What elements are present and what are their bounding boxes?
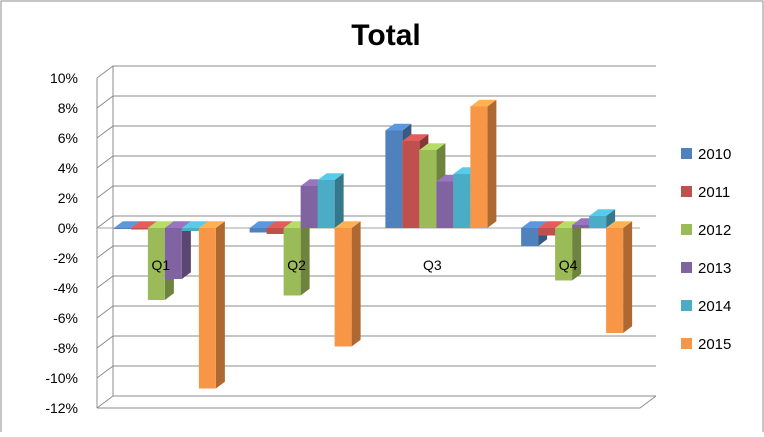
category-label-Q1: Q1 [152, 257, 171, 273]
legend-swatch [681, 186, 692, 197]
bar-2012-Q2 [283, 221, 310, 296]
legend-label: 2010 [698, 146, 731, 163]
chart-title: Total [351, 19, 420, 52]
category-labels: Q1 Q2 Q3 Q4 [152, 257, 578, 273]
bar-2015-Q4 [606, 221, 633, 333]
category-label-Q2: Q2 [287, 257, 306, 273]
gridlines [96, 65, 657, 409]
bar-2015-Q2 [334, 221, 361, 347]
legend-swatch [681, 300, 692, 311]
bar-2014-Q4 [589, 209, 616, 228]
legend-label: 2015 [698, 336, 731, 353]
legend-item-2012: 2012 [681, 222, 731, 239]
y-tick-label: -2% [53, 250, 78, 266]
bar-2012-Q4 [555, 221, 582, 281]
legend-label: 2011 [698, 184, 730, 201]
legend: 2010 2011 2012 2013 2014 2015 [681, 146, 731, 353]
bar-2015-Q1 [198, 221, 225, 389]
category-label-Q3: Q3 [423, 257, 442, 273]
legend-label: 2014 [698, 298, 731, 315]
y-tick-label: 4% [58, 160, 78, 176]
y-tick-label: 6% [58, 130, 78, 146]
legend-item-2015: 2015 [681, 336, 731, 353]
legend-swatch [681, 148, 692, 159]
legend-swatch [681, 262, 692, 273]
y-tick-label: -8% [53, 340, 78, 356]
floor-right-edge [639, 395, 657, 409]
legend-swatch [681, 224, 692, 235]
legend-item-2011: 2011 [681, 184, 730, 201]
legend-item-2013: 2013 [681, 260, 731, 277]
legend-item-2014: 2014 [681, 298, 731, 315]
y-axis-ticks: 10% 8% 6% 4% 2% 0% -2% -4% -6% -8% -10% -12% [45, 70, 78, 416]
legend-label: 2012 [698, 222, 731, 239]
y-tick-label: 8% [58, 100, 78, 116]
bars [113, 99, 633, 389]
bar-2015-Q3 [470, 99, 497, 228]
y-tick-label: -4% [53, 280, 78, 296]
bar-2013-Q1 [164, 221, 191, 279]
y-tick-label: 2% [58, 190, 78, 206]
y-tick-label: -10% [45, 370, 78, 386]
y-tick-label: -6% [53, 310, 78, 326]
legend-label: 2013 [698, 260, 731, 277]
y-tick-label: 10% [50, 70, 78, 86]
y-tick-label: 0% [58, 220, 78, 236]
legend-swatch [681, 338, 692, 349]
y-tick-label: -12% [45, 400, 78, 416]
bar-2014-Q2 [317, 173, 344, 228]
category-label-Q4: Q4 [559, 257, 578, 273]
legend-item-2010: 2010 [681, 146, 731, 163]
